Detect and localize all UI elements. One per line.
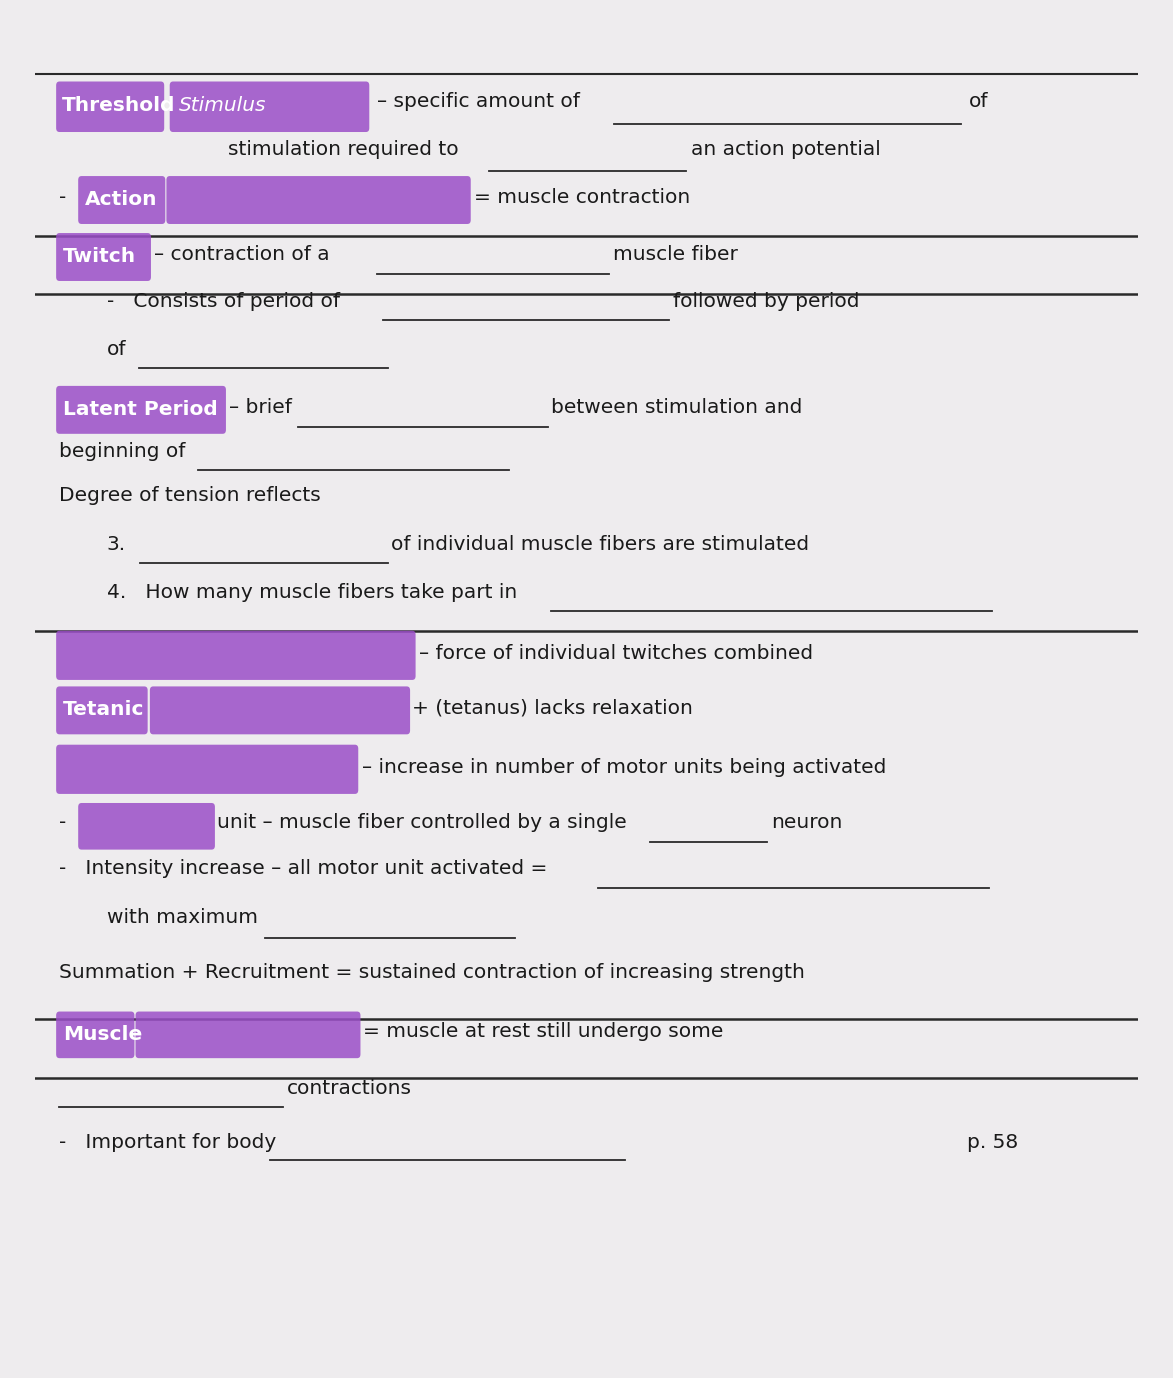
FancyBboxPatch shape bbox=[56, 744, 358, 794]
Text: – brief: – brief bbox=[229, 398, 292, 418]
FancyBboxPatch shape bbox=[79, 176, 165, 225]
Text: – increase in number of motor units being activated: – increase in number of motor units bein… bbox=[361, 758, 886, 777]
Text: 3.: 3. bbox=[107, 536, 126, 554]
Text: Muscle: Muscle bbox=[63, 1025, 142, 1043]
Text: of: of bbox=[107, 340, 127, 358]
Text: between stimulation and: between stimulation and bbox=[551, 398, 802, 418]
Text: contractions: contractions bbox=[286, 1079, 412, 1098]
Text: -: - bbox=[60, 189, 67, 207]
Text: with maximum: with maximum bbox=[107, 908, 258, 927]
FancyBboxPatch shape bbox=[170, 81, 369, 132]
Text: – force of individual twitches combined: – force of individual twitches combined bbox=[419, 644, 813, 663]
FancyBboxPatch shape bbox=[56, 631, 415, 679]
FancyBboxPatch shape bbox=[56, 233, 151, 281]
FancyBboxPatch shape bbox=[56, 386, 226, 434]
FancyBboxPatch shape bbox=[79, 803, 215, 850]
FancyBboxPatch shape bbox=[136, 1011, 360, 1058]
Text: stimulation required to: stimulation required to bbox=[228, 141, 459, 160]
FancyBboxPatch shape bbox=[167, 176, 470, 225]
Text: = muscle contraction: = muscle contraction bbox=[474, 189, 690, 207]
Text: Threshold: Threshold bbox=[62, 96, 175, 116]
Text: -   Consists of period of: - Consists of period of bbox=[107, 292, 340, 311]
Text: p. 58: p. 58 bbox=[967, 1133, 1018, 1152]
Text: Twitch: Twitch bbox=[63, 247, 136, 266]
Text: = muscle at rest still undergo some: = muscle at rest still undergo some bbox=[362, 1022, 723, 1042]
Text: of individual muscle fibers are stimulated: of individual muscle fibers are stimulat… bbox=[392, 536, 809, 554]
Text: – specific amount of: – specific amount of bbox=[377, 92, 579, 112]
Text: Action: Action bbox=[84, 190, 157, 208]
Text: -: - bbox=[60, 813, 67, 831]
Text: Summation + Recruitment = sustained contraction of increasing strength: Summation + Recruitment = sustained cont… bbox=[60, 963, 806, 983]
FancyBboxPatch shape bbox=[56, 1011, 135, 1058]
Text: Tetanic: Tetanic bbox=[63, 700, 144, 719]
Text: unit – muscle fiber controlled by a single: unit – muscle fiber controlled by a sing… bbox=[217, 813, 626, 831]
Text: Stimulus: Stimulus bbox=[178, 96, 266, 116]
FancyBboxPatch shape bbox=[150, 686, 411, 734]
Text: Degree of tension reflects: Degree of tension reflects bbox=[60, 486, 321, 506]
FancyBboxPatch shape bbox=[56, 686, 148, 734]
Text: Latent Period: Latent Period bbox=[63, 400, 217, 419]
Text: followed by period: followed by period bbox=[672, 292, 859, 311]
Text: + (tetanus) lacks relaxation: + (tetanus) lacks relaxation bbox=[412, 699, 693, 718]
Text: -   Important for body: - Important for body bbox=[60, 1133, 277, 1152]
Text: beginning of: beginning of bbox=[60, 442, 185, 462]
FancyBboxPatch shape bbox=[56, 81, 164, 132]
Text: of: of bbox=[969, 92, 989, 112]
Text: neuron: neuron bbox=[771, 813, 842, 831]
Text: -   Intensity increase – all motor unit activated =: - Intensity increase – all motor unit ac… bbox=[60, 860, 548, 878]
Text: an action potential: an action potential bbox=[691, 141, 881, 160]
Text: 4.   How many muscle fibers take part in: 4. How many muscle fibers take part in bbox=[107, 583, 517, 602]
Text: muscle fiber: muscle fiber bbox=[613, 245, 738, 265]
Text: – contraction of a: – contraction of a bbox=[155, 245, 330, 265]
